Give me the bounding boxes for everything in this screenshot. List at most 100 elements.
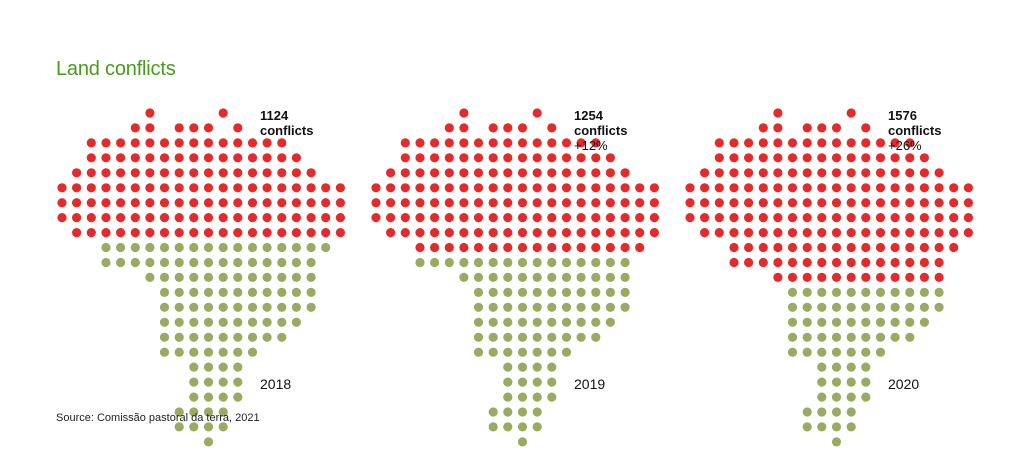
base-dot <box>605 302 615 312</box>
conflict-dot <box>371 198 381 208</box>
conflict-dot <box>218 108 228 118</box>
base-dot <box>517 437 528 447</box>
conflict-dot <box>203 198 214 208</box>
conflict-dot <box>145 123 155 133</box>
conflict-dot <box>620 198 630 208</box>
conflict-dot <box>831 138 842 148</box>
base-dot <box>831 377 842 387</box>
base-dot <box>159 242 170 253</box>
base-dot <box>101 242 111 253</box>
conflict-dot <box>262 153 272 163</box>
conflict-dot <box>875 138 886 148</box>
base-dot <box>591 302 601 312</box>
conflict-dot <box>371 213 381 223</box>
conflict-dot <box>306 183 316 193</box>
conflict-dot <box>503 198 513 208</box>
base-dot <box>159 257 170 268</box>
base-dot <box>415 257 425 268</box>
conflict-dot <box>547 198 557 208</box>
conflict-dot <box>773 123 783 133</box>
conflict-dot <box>635 183 645 193</box>
base-dot <box>218 422 228 432</box>
conflict-dot <box>758 183 768 193</box>
base-dot <box>189 422 199 432</box>
base-dot <box>174 302 184 312</box>
base-dot <box>846 422 856 432</box>
base-dot <box>817 347 827 357</box>
conflict-dot <box>86 153 96 163</box>
conflict-dot <box>890 272 900 282</box>
base-dot <box>277 272 287 282</box>
conflict-dot <box>291 198 301 208</box>
conflict-dot <box>787 228 798 238</box>
conflict-dot <box>444 123 454 133</box>
conflict-dot <box>517 168 528 178</box>
conflict-dot <box>116 198 126 208</box>
base-dot <box>605 272 615 282</box>
base-dot <box>802 347 812 357</box>
conflict-dot <box>174 123 184 133</box>
conflict-dot <box>591 153 601 163</box>
base-dot <box>802 302 812 312</box>
conflict-dot <box>576 213 586 223</box>
conflict-dot <box>714 183 724 193</box>
base-dot <box>473 257 484 268</box>
conflict-dot <box>86 168 96 178</box>
conflict-dot <box>817 123 827 133</box>
conflict-dot <box>605 153 615 163</box>
base-dot <box>262 317 272 327</box>
conflict-dot <box>744 183 754 193</box>
conflict-dot <box>773 213 783 223</box>
base-dot <box>591 272 601 282</box>
base-dot <box>247 347 258 357</box>
conflict-dot <box>517 123 528 133</box>
dot-map-2020 <box>685 108 973 447</box>
base-dot <box>277 317 287 327</box>
base-dot <box>503 302 513 312</box>
base-dot <box>561 272 572 282</box>
base-dot <box>517 362 528 372</box>
base-dot <box>547 257 557 268</box>
base-dot <box>503 347 513 357</box>
conflict-dot <box>846 257 856 268</box>
base-dot <box>890 332 900 342</box>
conflict-dot <box>57 183 67 193</box>
base-dot <box>262 257 272 268</box>
conflict-dot <box>321 228 331 238</box>
conflict-dot <box>488 153 498 163</box>
conflict-dot <box>949 198 959 208</box>
conflict-dot <box>430 153 440 163</box>
base-dot <box>203 422 214 432</box>
conflict-dot <box>861 138 871 148</box>
conflict-dot <box>444 242 454 253</box>
base-dot <box>116 257 126 268</box>
conflict-dot <box>758 123 768 133</box>
conflict-dot <box>473 168 484 178</box>
base-dot <box>517 377 528 387</box>
base-dot <box>787 317 798 327</box>
conflict-dot <box>247 168 258 178</box>
conflict-unit: conflicts <box>888 123 942 138</box>
conflict-dot <box>744 168 754 178</box>
base-dot <box>218 302 228 312</box>
base-dot <box>532 362 542 372</box>
base-dot <box>861 362 871 372</box>
base-dot <box>174 287 184 297</box>
base-dot <box>101 257 111 268</box>
conflict-dot <box>787 153 798 163</box>
conflict-dot <box>817 198 827 208</box>
conflict-dot <box>159 198 170 208</box>
base-dot <box>875 347 886 357</box>
conflict-count: 1254 <box>574 108 603 123</box>
conflict-dot <box>934 272 944 282</box>
base-dot <box>890 287 900 297</box>
conflict-dot <box>685 183 695 193</box>
conflict-dot <box>218 183 228 193</box>
conflict-dot <box>488 168 498 178</box>
conflict-dot <box>532 183 542 193</box>
base-dot <box>218 392 228 402</box>
conflict-dot <box>262 168 272 178</box>
conflict-dot <box>473 183 484 193</box>
conflict-dot <box>846 242 856 253</box>
conflict-dot <box>831 272 842 282</box>
